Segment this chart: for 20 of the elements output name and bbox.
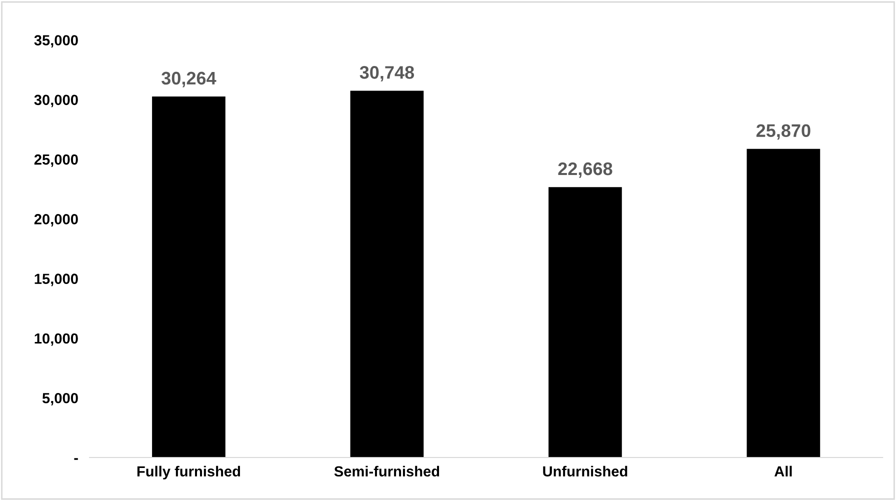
- x-tick-label: Semi-furnished: [334, 466, 440, 477]
- x-tick-label: Fully furnished: [137, 466, 240, 480]
- x-tick-label: All: [774, 466, 792, 476]
- data-label: 30,748: [360, 66, 414, 82]
- y-tick-label: 10,000: [34, 333, 78, 346]
- y-tick-label: 15,000: [34, 274, 78, 286]
- y-tick-label: 30,000: [34, 94, 78, 108]
- y-tick-label: 20,000: [34, 214, 78, 226]
- y-tick-label: 35,000: [34, 35, 78, 48]
- data-label: 30,264: [162, 72, 216, 88]
- bar: [350, 90, 424, 458]
- bar: [548, 187, 622, 458]
- x-tick-label: Unfurnished: [543, 466, 628, 477]
- y-tick-label: 25,000: [34, 154, 78, 167]
- bar: [746, 148, 820, 458]
- y-tick-label: 5,000: [42, 392, 78, 406]
- bar: [152, 96, 226, 458]
- data-label: 25,870: [756, 124, 810, 140]
- data-label: 22,668: [558, 162, 612, 178]
- y-tick-label: -: [74, 458, 78, 460]
